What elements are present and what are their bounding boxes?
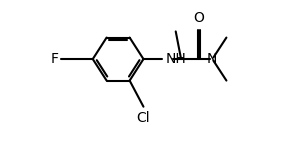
Text: O: O xyxy=(194,11,204,24)
Text: Cl: Cl xyxy=(137,111,150,125)
Text: F: F xyxy=(51,52,59,66)
Text: NH: NH xyxy=(166,52,186,66)
Text: N: N xyxy=(207,52,217,66)
